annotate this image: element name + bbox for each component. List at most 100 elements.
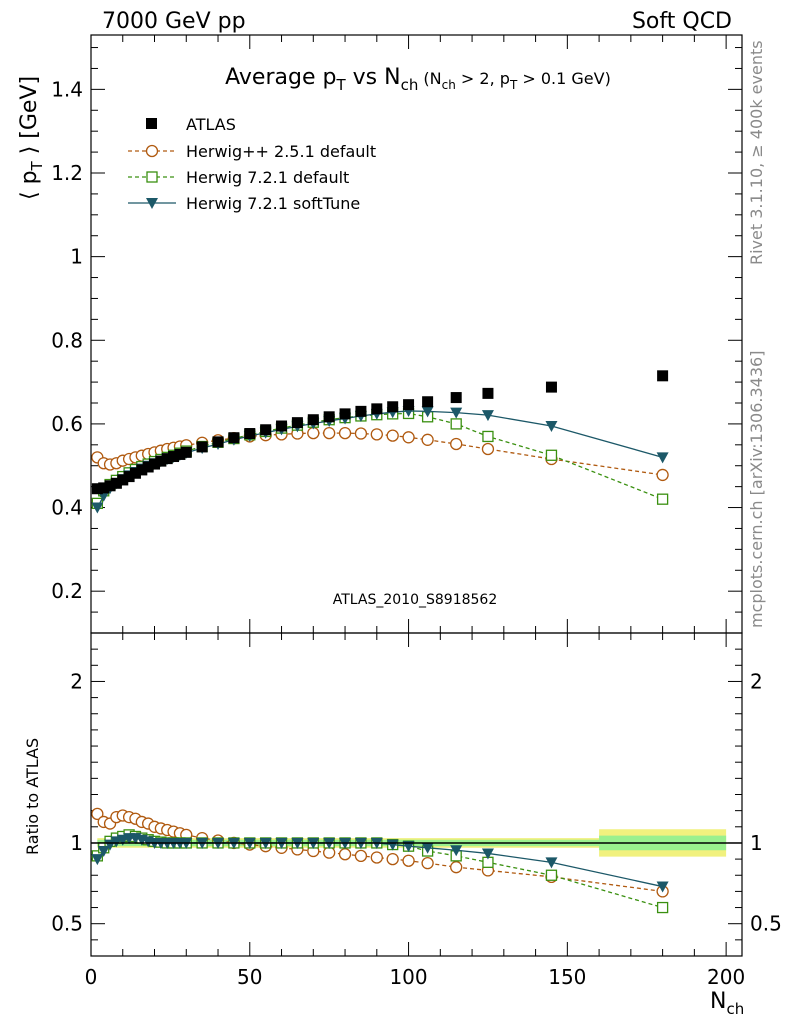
- main-series-group: [91, 370, 669, 514]
- legend-atlas-label: ATLAS: [186, 115, 236, 134]
- main-point-herwig721: [450, 418, 462, 430]
- main-point-atlas: [482, 387, 494, 399]
- main-point-atlas: [403, 399, 415, 411]
- ratio-y-tick-label-right: 1: [750, 831, 763, 855]
- main-point-softtune: [481, 410, 494, 422]
- ratio-point-softtune: [91, 854, 104, 866]
- ratio-y-tick-label-right: 0.5: [750, 912, 782, 936]
- ratio-panel-frame: [90, 632, 743, 957]
- main-y-tick-label: 0.4: [51, 496, 83, 520]
- legend-herwig721-label: Herwig 7.2.1 default: [186, 168, 349, 187]
- analysis-tag: ATLAS_2010_S8918562: [333, 592, 498, 608]
- rivet-label: Rivet 3.1.10, ≥ 400k events: [747, 40, 766, 265]
- ratio-point-softtune: [481, 848, 494, 860]
- main-y-tick-label: 1: [70, 245, 83, 269]
- ratio-point-herwigpp: [421, 856, 434, 870]
- main-point-herwig721: [545, 449, 558, 461]
- main-plot-title: Average pT vs Nch (Nch > 2, pT > 0.1 GeV…: [225, 65, 611, 94]
- main-point-atlas: [355, 405, 367, 417]
- main-point-softtune: [450, 407, 463, 419]
- ratio-y-tick-label: 0.5: [51, 912, 83, 936]
- ratio-point-softtune: [97, 846, 110, 858]
- ratio-point-herwigpp: [450, 861, 463, 874]
- main-point-softtune: [421, 406, 434, 418]
- main-point-atlas: [91, 483, 103, 495]
- main-point-atlas: [117, 474, 129, 486]
- main-point-herwigpp: [402, 431, 415, 444]
- main-y-tick-label: 1.4: [51, 77, 83, 101]
- ratio-point-softtune: [545, 857, 558, 869]
- main-point-herwigpp: [323, 426, 336, 440]
- main-point-atlas: [98, 482, 110, 494]
- ratio-axis-ticks: 0.5 0.5 1 1 2 2 0 50 100 150 200: [51, 633, 782, 989]
- x-tick-label: 200: [707, 965, 745, 989]
- main-point-atlas: [387, 401, 399, 413]
- x-tick-label: 50: [237, 965, 262, 989]
- main-point-herwigpp: [370, 428, 383, 441]
- legend-herwigpp-label: Herwig++ 2.5.1 default: [186, 142, 376, 161]
- main-point-atlas: [339, 408, 351, 420]
- header-process-label: Soft QCD: [632, 9, 732, 34]
- main-y-tick-label: 0.2: [51, 579, 83, 603]
- ratio-point-herwigpp: [402, 854, 415, 867]
- main-point-atlas: [196, 441, 208, 453]
- main-point-atlas: [168, 451, 180, 463]
- main-point-atlas: [291, 417, 303, 429]
- main-point-softtune: [656, 452, 669, 464]
- main-point-atlas: [323, 411, 335, 423]
- x-axis-title: Nch: [710, 989, 744, 1018]
- main-y-tick-label: 0.8: [51, 328, 83, 352]
- legend-atlas-marker: [146, 118, 157, 129]
- main-point-atlas: [244, 428, 256, 440]
- main-point-herwigpp: [656, 468, 669, 482]
- main-series-atlas: [91, 370, 669, 495]
- legend-entry-atlas: ATLAS: [146, 115, 236, 134]
- legend-herwigpp-marker: [145, 144, 159, 158]
- main-point-herwigpp: [354, 427, 368, 440]
- main-point-herwigpp: [450, 437, 463, 451]
- main-y-axis-title: ⟨ pT ⟩ [GeV]: [17, 76, 46, 200]
- ratio-point-softtune: [656, 881, 669, 893]
- main-point-atlas: [104, 480, 116, 492]
- main-point-atlas: [450, 392, 462, 404]
- ratio-point-herwig721: [656, 901, 669, 914]
- main-point-herwigpp: [386, 429, 399, 442]
- ratio-point-softtune: [402, 841, 415, 853]
- main-point-herwigpp: [421, 433, 434, 446]
- ratio-point-herwigpp: [354, 849, 368, 863]
- ratio-y-axis-title: Ratio to ATLAS: [23, 738, 42, 855]
- ratio-point-herwigpp: [91, 807, 104, 821]
- ratio-point-softtune: [421, 842, 434, 854]
- main-point-atlas: [657, 370, 669, 382]
- main-y-tick-label: 1.2: [51, 161, 83, 185]
- main-point-atlas: [545, 381, 557, 393]
- main-point-atlas: [149, 458, 161, 470]
- ratio-point-herwigpp: [370, 851, 383, 864]
- main-point-softtune: [91, 502, 104, 514]
- ratio-point-softtune: [450, 845, 463, 857]
- main-point-atlas: [371, 403, 383, 415]
- legend-softtune-label: Herwig 7.2.1 softTune: [186, 194, 360, 213]
- ratio-series-group: [91, 807, 669, 914]
- main-point-atlas: [155, 455, 167, 467]
- ratio-y-tick-label-right: 2: [750, 669, 763, 693]
- main-point-herwig721: [482, 430, 494, 443]
- main-point-atlas: [123, 471, 135, 483]
- main-point-atlas: [136, 464, 148, 476]
- main-point-herwigpp: [338, 426, 352, 440]
- legend-entry-softtune: Herwig 7.2.1 softTune: [128, 194, 360, 213]
- main-point-softtune: [545, 421, 558, 432]
- main-point-atlas: [212, 436, 224, 448]
- main-point-atlas: [174, 448, 186, 460]
- main-point-atlas: [260, 424, 272, 436]
- ratio-point-herwigpp: [386, 852, 399, 866]
- ratio-point-herwig721: [545, 869, 558, 881]
- main-line-herwig721: [96, 412, 663, 504]
- main-point-atlas: [180, 446, 192, 458]
- legend-herwig721-marker: [146, 171, 158, 183]
- header-energy-label: 7000 GeV pp: [102, 9, 246, 34]
- main-point-herwigpp: [481, 442, 495, 456]
- ratio-y-tick-label: 2: [70, 669, 83, 693]
- main-point-atlas: [276, 420, 288, 432]
